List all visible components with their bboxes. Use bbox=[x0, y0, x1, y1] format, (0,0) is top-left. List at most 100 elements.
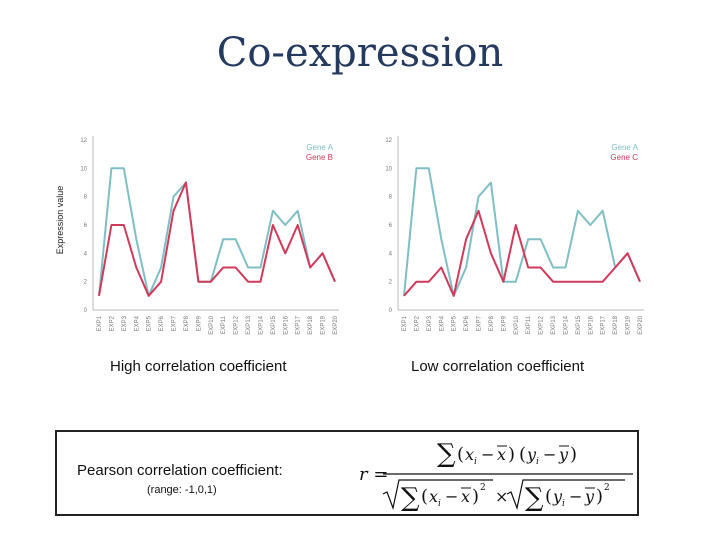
x-tick-label: EXP19 bbox=[626, 315, 632, 334]
x-tick-label: EXP11 bbox=[221, 315, 227, 334]
svg-text:y: y bbox=[552, 487, 563, 506]
x-tick-label: EXP12 bbox=[234, 315, 240, 334]
svg-text:x: x bbox=[465, 445, 474, 464]
svg-text:): ) bbox=[472, 486, 479, 507]
svg-text:−: − bbox=[481, 445, 494, 464]
x-tick-label: EXP15 bbox=[271, 315, 277, 334]
formula-denominator: ∑ ( x i − x ) 2 × ∑ ( y i − y ) 2 bbox=[382, 479, 625, 512]
y-tick-label: 8 bbox=[389, 195, 393, 201]
pearson-range: (range: -1,0,1) bbox=[147, 484, 217, 496]
svg-text:(: ( bbox=[519, 444, 526, 465]
series-line-gene-b bbox=[98, 181, 336, 297]
x-tick-label: EXP4 bbox=[439, 315, 445, 331]
x-tick-label: EXP3 bbox=[427, 315, 433, 331]
x-tick-label: EXP10 bbox=[514, 315, 520, 334]
x-tick-label: EXP9 bbox=[196, 315, 202, 331]
svg-text:∑: ∑ bbox=[401, 483, 420, 512]
x-tick-label: EXP9 bbox=[501, 315, 507, 331]
pearson-label: Pearson correlation coefficient: bbox=[77, 462, 283, 479]
x-tick-label: EXP11 bbox=[526, 315, 532, 334]
x-tick-label: EXP7 bbox=[172, 315, 178, 331]
slide-title: Co-expression bbox=[216, 30, 504, 76]
svg-text:(: ( bbox=[457, 444, 464, 465]
x-tick-label: EXP2 bbox=[109, 315, 115, 331]
series-line-gene-a bbox=[98, 167, 336, 297]
x-tick-label: EXP13 bbox=[551, 315, 557, 334]
y-tick-label: 4 bbox=[84, 251, 88, 257]
x-tick-label: EXP1 bbox=[402, 315, 408, 331]
y-tick-label: 2 bbox=[84, 280, 88, 286]
formula-lhs: r = bbox=[359, 464, 388, 485]
svg-text:(: ( bbox=[421, 486, 428, 507]
chart-low-correlation: 0 2 4 6 8 10 12 EXP1 EXP2 EXP3 EXP4 EXP5 EXP6 EXP7 EXP… bbox=[385, 136, 644, 335]
series-line-gene-c bbox=[403, 209, 641, 297]
numerator-sum: ∑ bbox=[437, 439, 456, 469]
caption-high-correlation: High correlation coefficient bbox=[110, 358, 287, 375]
y-tick-label: 10 bbox=[80, 166, 87, 172]
svg-text:i: i bbox=[438, 499, 441, 509]
x-tick-label: EXP12 bbox=[539, 315, 545, 334]
x-tick-label: EXP6 bbox=[464, 315, 470, 331]
x-tick-label: EXP8 bbox=[489, 315, 495, 331]
svg-text:x: x bbox=[497, 445, 506, 464]
svg-text:): ) bbox=[570, 444, 577, 465]
series-line-gene-a bbox=[403, 167, 641, 297]
y-axis-label: Expression value bbox=[55, 186, 65, 255]
x-tick-label: EXP13 bbox=[246, 315, 252, 334]
svg-text:x: x bbox=[429, 487, 438, 506]
svg-text:y: y bbox=[584, 487, 595, 506]
x-tick-label: EXP17 bbox=[296, 315, 302, 334]
x-tick-label: EXP20 bbox=[638, 315, 644, 334]
svg-text:x: x bbox=[461, 487, 470, 506]
legend-entry: Gene A bbox=[306, 143, 333, 152]
pearson-box: Pearson correlation coefficient: (range:… bbox=[55, 430, 639, 516]
pearson-formula: r = ∑ ( x i − x ) ( y i − y ) ∑ ( x i bbox=[359, 439, 633, 512]
svg-text:): ) bbox=[508, 444, 515, 465]
y-tick-label: 4 bbox=[389, 251, 393, 257]
legend-entry: Gene B bbox=[306, 153, 333, 162]
x-tick-label: EXP7 bbox=[477, 315, 483, 331]
y-tick-label: 12 bbox=[80, 138, 87, 144]
svg-text:i: i bbox=[562, 499, 565, 509]
x-tick-label: EXP5 bbox=[147, 315, 153, 331]
svg-text:(: ( bbox=[545, 486, 552, 507]
svg-text:2: 2 bbox=[604, 483, 610, 493]
svg-text:y: y bbox=[558, 445, 569, 464]
x-tick-label: EXP14 bbox=[563, 315, 569, 334]
y-tick-label: 8 bbox=[84, 195, 88, 201]
y-tick-label: 0 bbox=[84, 308, 88, 314]
x-tick-label: EXP6 bbox=[159, 315, 165, 331]
x-tick-label: EXP4 bbox=[134, 315, 140, 331]
x-tick-label: EXP2 bbox=[414, 315, 420, 331]
y-tick-label: 10 bbox=[385, 166, 392, 172]
x-tick-label: EXP18 bbox=[613, 315, 619, 334]
x-tick-label: EXP20 bbox=[333, 315, 339, 334]
svg-text:−: − bbox=[543, 445, 556, 464]
x-tick-label: EXP10 bbox=[209, 315, 215, 334]
x-tick-label: EXP17 bbox=[601, 315, 607, 334]
y-tick-label: 0 bbox=[389, 308, 393, 314]
x-tick-label: EXP1 bbox=[97, 315, 103, 331]
x-tick-label: EXP14 bbox=[258, 315, 264, 334]
x-tick-label: EXP18 bbox=[308, 315, 314, 334]
x-tick-label: EXP15 bbox=[576, 315, 582, 334]
svg-text:i: i bbox=[474, 457, 477, 467]
y-tick-label: 6 bbox=[389, 223, 393, 229]
formula-numerator: ∑ ( x i − x ) ( y i − y ) bbox=[437, 439, 577, 469]
caption-low-correlation: Low correlation coefficient bbox=[411, 358, 585, 375]
y-tick-label: 6 bbox=[84, 223, 88, 229]
legend-entry: Gene C bbox=[610, 153, 638, 162]
svg-text:y: y bbox=[526, 445, 537, 464]
svg-text:i: i bbox=[536, 457, 539, 467]
svg-text:−: − bbox=[569, 487, 582, 506]
chart-high-correlation: 0 2 4 6 8 10 12 EXP1 EXP2 EXP3 EXP4 EXP5 EXP6 EXP7 EXP… bbox=[55, 136, 339, 335]
svg-text:−: − bbox=[445, 487, 458, 506]
svg-text:∑: ∑ bbox=[525, 483, 544, 512]
legend-entry: Gene A bbox=[611, 143, 638, 152]
x-tick-label: EXP16 bbox=[588, 315, 594, 334]
svg-text:): ) bbox=[596, 486, 603, 507]
y-tick-label: 2 bbox=[389, 280, 393, 286]
y-tick-label: 12 bbox=[385, 138, 392, 144]
x-tick-label: EXP5 bbox=[452, 315, 458, 331]
x-tick-label: EXP8 bbox=[184, 315, 190, 331]
